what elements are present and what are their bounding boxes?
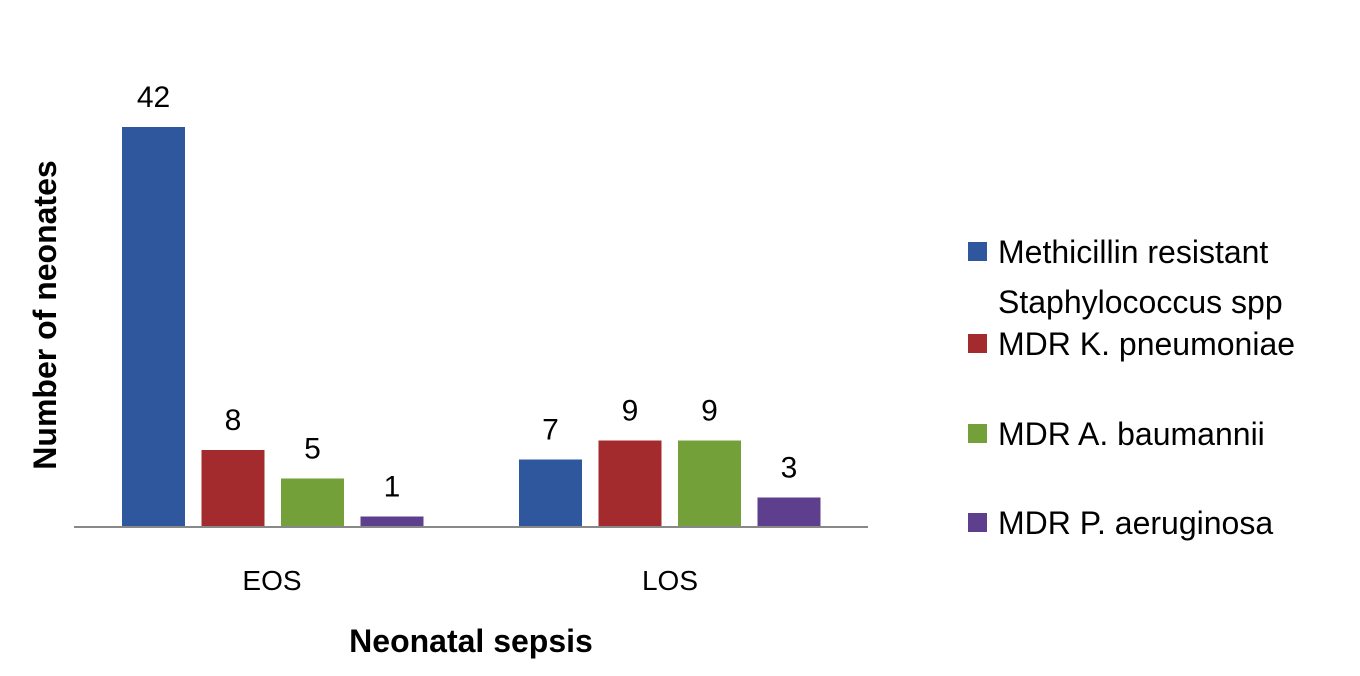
legend-swatch-3 (968, 424, 987, 443)
data-label-eos-series-3: 5 (304, 433, 321, 466)
x-tick-labels: EOS LOS (242, 565, 698, 596)
bar-los-series-4 (757, 497, 821, 526)
data-label-eos-series-2: 8 (225, 404, 242, 437)
bar-eos-series-4 (360, 516, 424, 526)
y-axis-title: Number of neonates (27, 160, 63, 469)
data-label-los-series-3: 9 (701, 395, 718, 428)
data-label-los-series-4: 3 (781, 452, 798, 485)
legend-label-4: MDR P. aeruginosa (998, 505, 1273, 541)
bar-eos-series-2 (201, 450, 265, 526)
data-label-eos-series-4: 1 (384, 471, 401, 504)
bar-los-series-2 (598, 440, 662, 526)
x-tick-label-los: LOS (642, 565, 698, 596)
x-tick-label-eos: EOS (242, 565, 301, 596)
legend-label-1-line-2: Staphylococcus spp (998, 284, 1283, 320)
data-label-eos-series-1: 42 (137, 81, 170, 114)
x-axis-title: Neonatal sepsis (349, 623, 593, 659)
legend-label-1-line-1: Methicillin resistant (998, 234, 1268, 270)
legend-swatch-1 (968, 242, 987, 261)
bar-eos-series-1 (122, 127, 185, 526)
bar-eos-series-3 (281, 478, 344, 526)
legend-label-2: MDR K. pneumoniae (998, 326, 1295, 362)
data-label-los-series-1: 7 (542, 414, 559, 447)
data-label-los-series-2: 9 (622, 395, 639, 428)
legend-swatch-4 (968, 513, 987, 532)
legend: Methicillin resistant Staphylococcus spp M… (968, 234, 1295, 541)
legend-swatch-2 (968, 334, 987, 353)
bar-los-series-1 (519, 459, 582, 526)
bar-los-series-3 (678, 440, 741, 526)
bars-group (122, 127, 821, 526)
data-labels-group: 42 8 5 1 7 9 9 3 (137, 81, 798, 504)
legend-label-3: MDR A. baumannii (998, 416, 1265, 452)
